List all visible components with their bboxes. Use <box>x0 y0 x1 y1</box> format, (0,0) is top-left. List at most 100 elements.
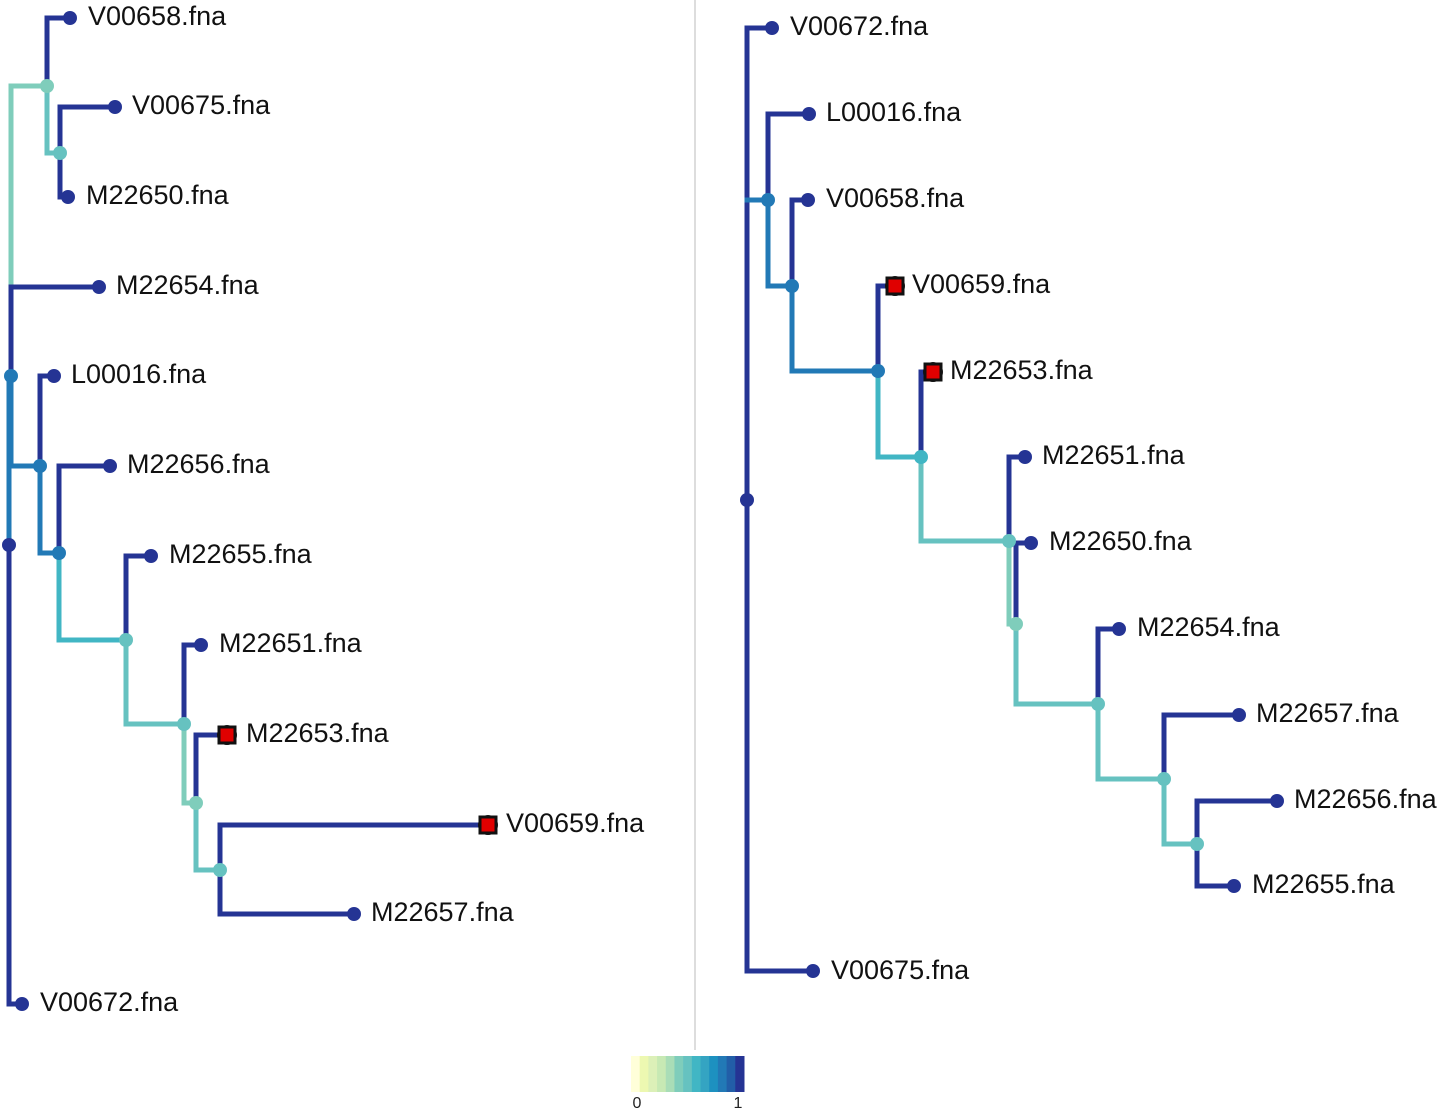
right-leaf-label-V00659: V00659.fna <box>912 269 1051 299</box>
left-branch <box>44 15 73 89</box>
right-leaf-label-L00016: L00016.fna <box>826 97 962 127</box>
right-branch <box>1161 712 1242 782</box>
right-branch <box>918 454 1012 544</box>
left-leaf-label-V00658: V00658.fna <box>88 1 227 31</box>
right-branch <box>744 497 816 974</box>
left-leaf-label-L00016: L00016.fna <box>71 359 207 389</box>
left-leaf-node-M22650 <box>61 190 75 204</box>
left-internal-node <box>189 796 203 810</box>
color-scale-swatch <box>639 1056 649 1092</box>
right-internal-node <box>740 493 754 507</box>
left-internal-node <box>40 79 54 93</box>
right-tree-nodes <box>740 21 1284 978</box>
right-leaf-node-M22651 <box>1018 450 1032 464</box>
right-leaf-node-L00016 <box>802 107 816 121</box>
left-highlight-marker-M22653 <box>217 725 237 745</box>
left-branch <box>8 83 50 379</box>
color-scale-swatch <box>735 1056 745 1092</box>
right-leaf-node-V00672 <box>765 21 779 35</box>
right-internal-node <box>1091 697 1105 711</box>
right-leaf-node-M22655 <box>1227 879 1241 893</box>
right-tree: V00672.fna L00016.fna V00658.fna V00659.… <box>740 11 1438 985</box>
color-scale-swatch <box>691 1056 702 1092</box>
left-branch <box>217 822 491 873</box>
color-scale-swatch <box>700 1056 710 1092</box>
left-leaf-node-M22655 <box>144 549 158 563</box>
left-leaf-label-M22657: M22657.fna <box>371 897 515 927</box>
right-branch <box>789 283 881 374</box>
color-scale-swatches <box>631 1056 745 1092</box>
right-branch <box>1095 701 1167 782</box>
color-scale-swatch <box>709 1056 719 1092</box>
right-tree-branches <box>744 25 1280 974</box>
left-leaf-label-V00659: V00659.fna <box>506 808 645 838</box>
left-tree-labels: V00658.fna V00675.fna M22650.fna M22654.… <box>40 1 645 1017</box>
right-internal-node <box>1157 772 1171 786</box>
left-internal-node <box>33 459 47 473</box>
right-leaf-label-M22656: M22656.fna <box>1294 784 1438 814</box>
color-scale-swatch <box>665 1056 675 1092</box>
left-internal-node <box>4 369 18 383</box>
color-scale-legend: 0 1 <box>631 1056 745 1112</box>
left-branch <box>37 373 57 469</box>
left-branch <box>193 732 230 806</box>
color-scale-swatch <box>717 1056 728 1092</box>
right-highlight-marker-V00659 <box>885 276 905 296</box>
color-scale-swatch <box>631 1056 641 1092</box>
right-highlight-marker-M22653 <box>923 362 943 382</box>
right-branch <box>744 25 775 503</box>
right-leaf-node-V00675 <box>806 964 820 978</box>
left-leaf-node-M22654 <box>92 280 106 294</box>
left-branch <box>56 463 113 556</box>
right-leaf-label-V00672: V00672.fna <box>790 11 929 41</box>
right-leaf-label-V00675: V00675.fna <box>831 955 970 985</box>
right-leaf-node-M22657 <box>1232 708 1246 722</box>
left-branch <box>8 373 43 469</box>
right-internal-node <box>785 279 799 293</box>
right-branch <box>765 197 795 289</box>
left-leaf-node-M22656 <box>103 459 117 473</box>
right-branch <box>1161 776 1200 847</box>
right-branch <box>1013 540 1034 627</box>
left-branch <box>217 867 357 917</box>
left-branch <box>123 637 187 727</box>
left-leaf-label-M22654: M22654.fna <box>116 270 260 300</box>
left-internal-node <box>177 717 191 731</box>
left-internal-node <box>213 863 227 877</box>
right-leaf-node-M22656 <box>1270 794 1284 808</box>
left-branch <box>6 373 14 548</box>
right-branch <box>1013 621 1101 707</box>
right-leaf-label-M22657: M22657.fna <box>1256 698 1400 728</box>
left-branch <box>56 550 129 643</box>
left-leaf-node-M22651 <box>194 638 208 652</box>
right-branch <box>1095 626 1122 707</box>
right-branch <box>875 283 898 374</box>
color-scale-swatch <box>683 1056 693 1092</box>
left-leaf-label-M22656: M22656.fna <box>127 449 271 479</box>
left-leaf-node-V00675 <box>108 100 122 114</box>
left-leaf-node-M22657 <box>347 907 361 921</box>
right-internal-node <box>871 364 885 378</box>
left-internal-node <box>53 146 67 160</box>
color-scale-max-label: 1 <box>734 1095 743 1112</box>
right-branch <box>1194 841 1237 889</box>
left-tree-nodes <box>2 11 498 1011</box>
right-leaf-node-M22650 <box>1024 536 1038 550</box>
right-internal-node <box>1190 837 1204 851</box>
left-internal-node <box>119 633 133 647</box>
left-leaf-label-M22653: M22653.fna <box>246 718 390 748</box>
left-branch <box>193 800 223 873</box>
right-leaf-label-M22653: M22653.fna <box>950 355 1094 385</box>
color-scale-swatch <box>674 1056 684 1092</box>
right-branch <box>1006 454 1028 544</box>
right-leaf-label-M22651: M22651.fna <box>1042 440 1186 470</box>
right-branch <box>765 111 812 203</box>
right-internal-node <box>761 193 775 207</box>
color-scale-min-label: 0 <box>633 1095 642 1112</box>
left-internal-node <box>2 538 16 552</box>
right-leaf-label-V00658: V00658.fna <box>826 183 965 213</box>
right-internal-node <box>914 450 928 464</box>
right-branch <box>875 368 924 460</box>
left-branch <box>181 642 204 727</box>
